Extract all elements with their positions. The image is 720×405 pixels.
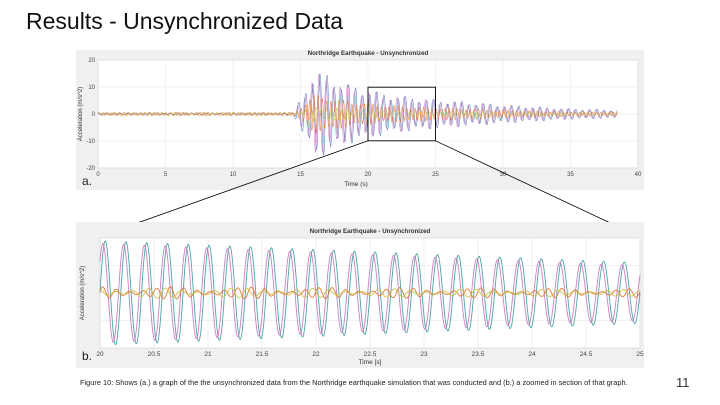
panel-b-xtick-label: 21.5 (256, 351, 269, 358)
panel-a-label: a. (82, 174, 92, 188)
panel-b-xtick-label: 20.5 (148, 351, 161, 358)
panel-b-series-line (99, 287, 641, 299)
panel-a-xtick-label: 40 (635, 172, 642, 178)
panel-a-xtick-label: 20 (365, 172, 372, 178)
zoom-box (367, 86, 436, 142)
figure-caption: Figure 10: Shows (a.) a graph of the the… (80, 378, 628, 387)
zoom-connector-lines (97, 140, 641, 238)
panel-a-xlabel: Time (s) (344, 181, 368, 188)
panel-b-xtick-label: 22 (312, 351, 320, 358)
panel-b-series-line (99, 286, 641, 300)
panel-a-title: Northridge Earthquake - Unsynchronized (308, 50, 429, 57)
panel-a-series-line (97, 73, 618, 153)
panel-a-xtick-label: 0 (96, 172, 100, 178)
panel-a-ylabel: Acceleration (m/s^2) (78, 87, 84, 142)
panel-b-xtick-label: 25 (636, 351, 644, 358)
panel-a-ytick-label: -10 (86, 139, 95, 145)
panel-b-chart: 20 20.5 21 21.5 22 22.5 23 23.5 24 24.5 25 Northri… (76, 222, 644, 368)
zoom-connector-line (435, 140, 641, 238)
panel-b-xtick-label: 24.5 (580, 351, 593, 358)
panel-b-xtick-label: 21 (204, 351, 212, 358)
panel-a-lines (97, 73, 618, 156)
panel-b-ticks: 20 20.5 21 21.5 22 22.5 23 23.5 24 24.5 25 (96, 351, 644, 358)
panel-b-title: Northridge Earthquake - Unsynchronized (310, 228, 431, 235)
panel-b-xlabel: Time [s] (359, 359, 382, 366)
panel-b-label: b. (82, 349, 92, 363)
panel-a-xtick-label: 10 (230, 172, 237, 178)
page-number: 11 (676, 375, 690, 390)
panel-a-ytick-label: 0 (92, 112, 96, 118)
panel-a-xtick-label: 5 (164, 172, 168, 178)
panel-a-xtick-label: 35 (567, 172, 574, 178)
slide-title: Results - Unsynchronized Data (26, 8, 344, 34)
panel-a-ytick-label: 20 (88, 58, 95, 64)
panel-a-xtick-label: 25 (432, 172, 439, 178)
panel-b-xtick-label: 23.5 (472, 351, 485, 358)
zoom-connector-line (97, 140, 369, 238)
panel-b-xtick-label: 20 (96, 351, 104, 358)
panel-a-chart: 0 5 10 15 20 25 30 35 40 20 10 0 -10 -20 Northridge E… (76, 50, 644, 190)
panel-a-ytick-label: -20 (86, 166, 95, 172)
panel-b-lines (99, 240, 641, 346)
panel-a-series-line (97, 106, 618, 122)
panel-b-ylabel: Acceleration (m/s^2) (80, 266, 86, 321)
panel-a-ticks: 0 5 10 15 20 25 30 35 40 20 10 0 -10 -20 (86, 58, 642, 178)
panel-a-xtick-label: 15 (297, 172, 304, 178)
panel-b-xtick-label: 22.5 (364, 351, 377, 358)
panel-b-xtick-label: 24 (528, 351, 536, 358)
panel-b-xtick-label: 23 (420, 351, 428, 358)
panel-b-series-line (99, 243, 641, 343)
panel-a-ytick-label: 10 (88, 85, 95, 91)
panel-a-xtick-label: 30 (500, 172, 507, 178)
